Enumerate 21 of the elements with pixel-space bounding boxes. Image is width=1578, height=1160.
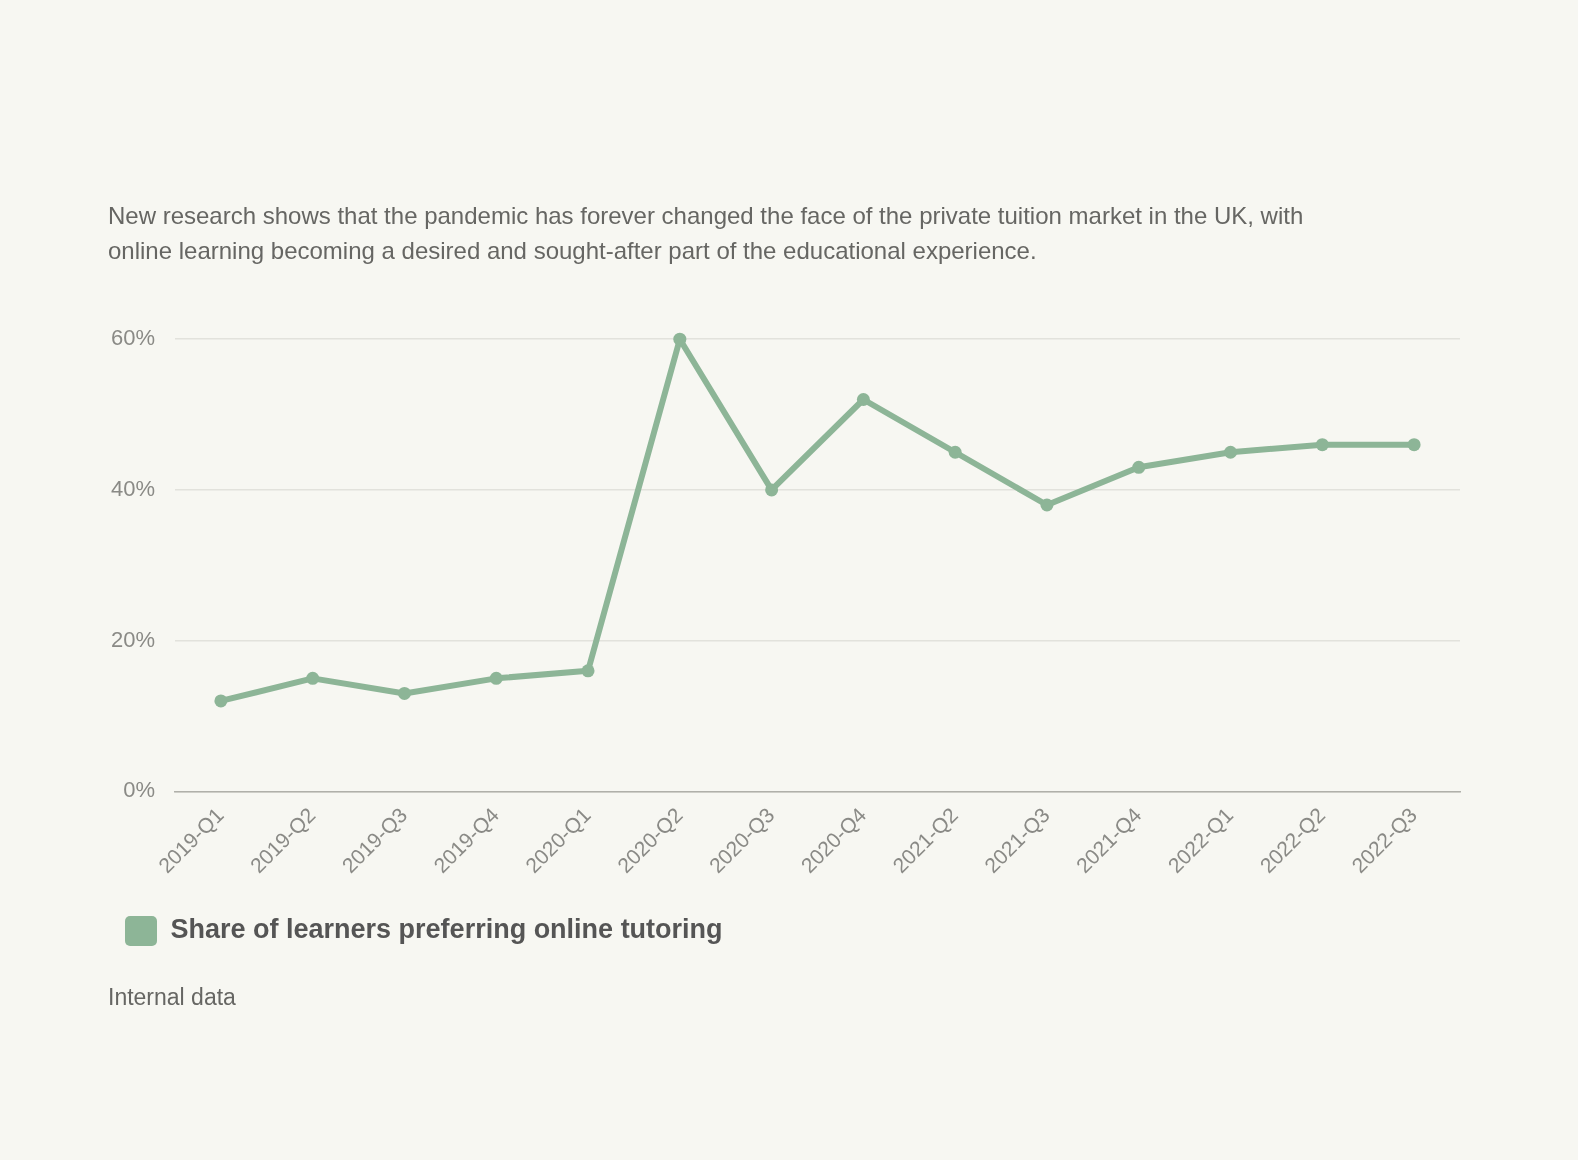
y-tick-label: 40%	[110, 475, 155, 501]
point	[306, 671, 320, 685]
point	[581, 664, 595, 678]
point	[1407, 438, 1421, 452]
text: Internal data	[108, 983, 236, 1012]
point	[673, 332, 687, 346]
point	[1040, 498, 1054, 512]
y-tick-label: 20%	[110, 626, 155, 652]
point	[214, 694, 228, 708]
y-tick-label: 0%	[123, 777, 155, 803]
point	[856, 392, 870, 406]
point	[1132, 460, 1146, 474]
point	[765, 483, 779, 497]
legend-label: Share of learners preferring online tutoring	[170, 914, 723, 945]
point	[1315, 438, 1329, 452]
y-tick-label: 60%	[110, 325, 155, 351]
point	[489, 671, 503, 685]
point	[397, 686, 411, 700]
chart-subtitle: New research shows that the pandemic has forever changed the face of the private tuition market in the UK, with online learning becoming a desired and sought-after part of the educational experience.	[108, 201, 1305, 266]
point	[948, 445, 962, 459]
point	[1224, 445, 1238, 459]
